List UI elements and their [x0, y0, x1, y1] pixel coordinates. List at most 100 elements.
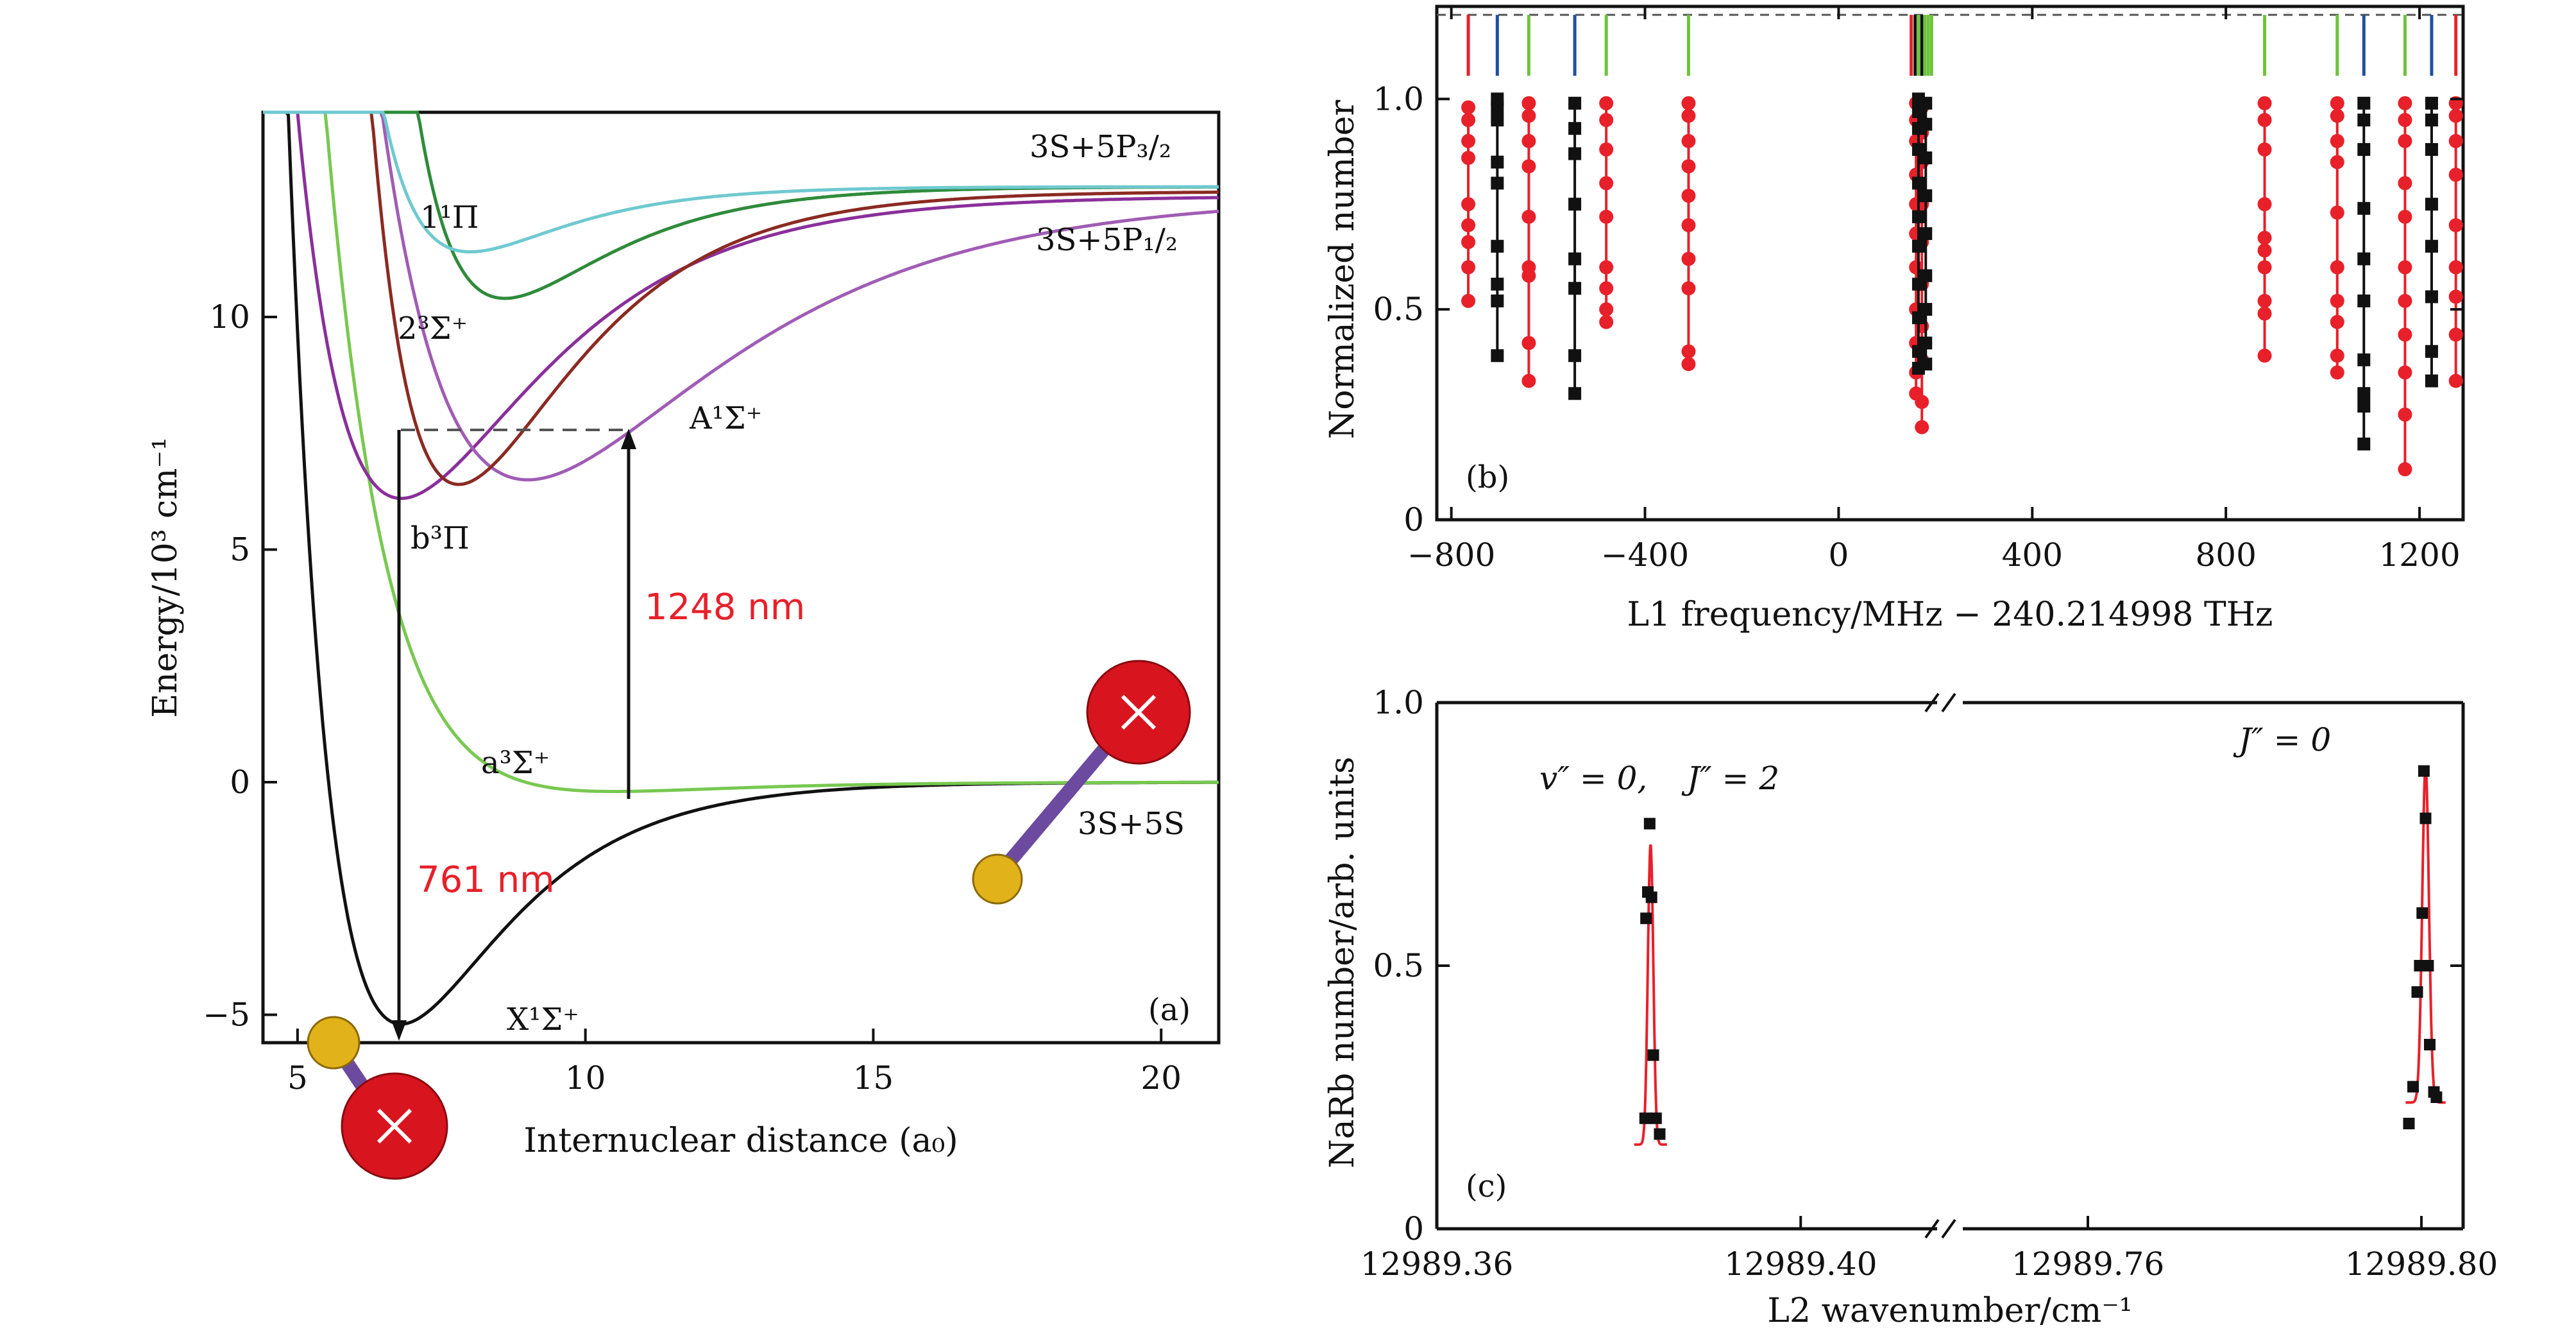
data-point	[1568, 349, 1582, 363]
label-1-1pi: 1¹Π	[420, 200, 479, 235]
x-tick-label: 12989.40	[1724, 1245, 1877, 1283]
y-tick-label: 1.0	[1373, 684, 1424, 721]
data-point	[2257, 230, 2272, 245]
panel-a-ticks: 5 10 15 20 −5 0 5 10	[203, 298, 1182, 1097]
data-point	[2398, 365, 2412, 380]
panel-c-rotational-lines: 12989.36 12989.40 12989.76 12989.8000.51.0 …	[1323, 684, 2498, 1330]
data-point	[2448, 260, 2463, 275]
data-point	[1645, 891, 1657, 903]
panel-a-curves	[263, 110, 1219, 1026]
data-point	[2257, 348, 2272, 363]
label-2-3sigma: 2³Σ⁺	[398, 311, 468, 346]
panel-c-xlabel: L2 wavenumber/cm⁻¹	[1767, 1292, 2132, 1330]
y-tick-label: 0	[1403, 1210, 1424, 1247]
potential-curve	[263, 110, 1219, 482]
data-point	[1911, 210, 1925, 223]
data-point	[1461, 197, 1476, 212]
data-point	[2357, 387, 2371, 400]
x-tick-label: 20	[1140, 1059, 1182, 1097]
data-point	[2448, 133, 2463, 148]
data-point	[1919, 303, 1933, 316]
data-point	[1919, 117, 1933, 131]
data-point	[1568, 122, 1582, 135]
data-point	[1681, 344, 1696, 359]
data-point	[2425, 114, 2438, 127]
data-point	[1919, 151, 1933, 165]
data-point	[1915, 395, 1929, 409]
data-point	[2448, 373, 2463, 388]
panel-b-plot: −800 −400 0 400 800 1200 0 0.5 1.0	[1373, 6, 2463, 574]
data-point	[1461, 218, 1476, 232]
rubidium-cross-icon	[377, 1108, 412, 1144]
sodium-atom	[972, 853, 1023, 905]
data-point	[1919, 357, 1933, 371]
x-tick-label: −400	[1601, 536, 1689, 574]
data-point	[1681, 218, 1696, 232]
data-point	[2448, 289, 2463, 304]
data-point	[2257, 142, 2272, 157]
data-point	[2425, 96, 2438, 110]
x-tick-label: 15	[853, 1059, 894, 1097]
data-point	[2257, 197, 2272, 212]
data-point	[1681, 96, 1696, 110]
data-point	[1491, 155, 1504, 169]
x-tick-label: 400	[2002, 536, 2063, 574]
data-point	[1491, 277, 1504, 291]
data-point	[2425, 345, 2438, 358]
data-point	[1599, 260, 1614, 275]
data-point	[2425, 142, 2438, 156]
data-point	[1568, 282, 1582, 295]
rubidium-cross-icon	[1121, 694, 1157, 730]
peak-label-J2: J″ = 2	[1681, 760, 1779, 797]
panel-a-label: (a)	[1148, 992, 1191, 1028]
data-point	[1491, 295, 1504, 308]
data-point	[1461, 133, 1476, 148]
data-point	[1491, 101, 1504, 114]
data-point	[1919, 269, 1933, 282]
data-point	[1911, 176, 1925, 190]
x-tick-label: 1200	[2378, 536, 2460, 574]
data-point	[2357, 142, 2371, 156]
data-point	[2330, 314, 2344, 329]
data-point	[1461, 235, 1476, 250]
data-point	[2357, 252, 2371, 266]
data-point	[2330, 155, 2344, 169]
data-point	[1599, 142, 1614, 157]
data-point	[2448, 327, 2463, 342]
x-tick-label: 5	[287, 1059, 308, 1097]
data-point	[1491, 239, 1504, 253]
data-point	[1681, 252, 1696, 266]
data-point	[1640, 912, 1652, 925]
data-point	[1919, 189, 1933, 203]
data-point	[1568, 387, 1582, 400]
x-tick-label: 800	[2195, 536, 2256, 574]
data-point	[1911, 239, 1925, 253]
data-point	[2416, 907, 2428, 919]
x-tick-label: −800	[1407, 536, 1495, 574]
data-point	[1599, 113, 1614, 128]
data-point	[2257, 260, 2272, 275]
data-point	[2357, 399, 2371, 413]
label-A-1sigma: A¹Σ⁺	[689, 400, 762, 436]
data-point	[2330, 96, 2344, 110]
axis-break-mark	[1924, 692, 1940, 713]
data-point	[2398, 96, 2412, 110]
data-point	[2398, 133, 2412, 148]
potential-curve	[263, 110, 1219, 500]
y-tick-label: 0.5	[1373, 947, 1424, 984]
y-tick-label: 5	[230, 531, 250, 569]
panel-a-xlabel: Internuclear distance (a₀)	[523, 1122, 958, 1160]
data-point	[2330, 260, 2344, 275]
y-tick-label: 10	[209, 298, 250, 336]
y-tick-label: 0	[230, 764, 250, 801]
label-X-1sigma: X¹Σ⁺	[507, 1002, 579, 1038]
label-3s5s: 3S+5S	[1078, 806, 1185, 842]
label-3s5p32: 3S+5P₃/₂	[1030, 129, 1171, 165]
axis-break-mark	[1941, 1219, 1956, 1239]
data-point	[2398, 260, 2412, 275]
data-point	[1599, 96, 1614, 110]
data-point	[1491, 114, 1504, 127]
data-point	[2398, 209, 2412, 224]
panel-b-ylabel: Normalized number	[1323, 100, 1362, 440]
data-point	[1681, 108, 1696, 123]
